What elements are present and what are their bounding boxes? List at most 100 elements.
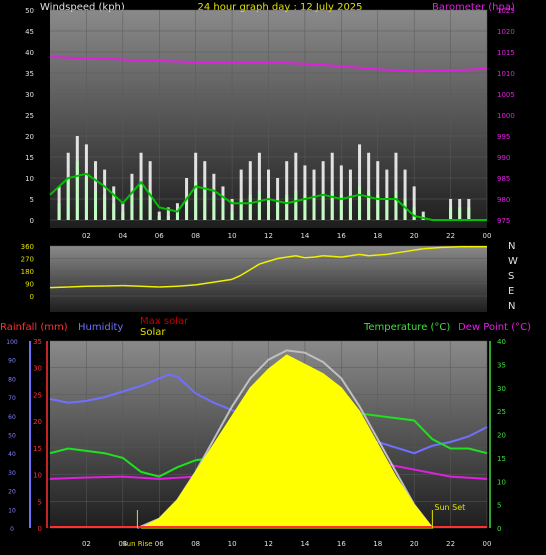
wind-x-tick-label: 22 <box>446 232 455 240</box>
wind-tick-label: 15 <box>25 154 34 162</box>
rain-tick-label: 30 <box>33 365 42 373</box>
direction-segment <box>249 263 260 271</box>
direction-segment <box>259 260 269 265</box>
direction-tick-label: 180 <box>21 268 34 276</box>
wind-tick-label: 40 <box>25 49 34 57</box>
temp-tick-label: 20 <box>497 432 506 440</box>
max-solar-label: Max solar <box>140 316 189 327</box>
direction-segment <box>404 249 415 253</box>
barometer-tick-label: 995 <box>497 133 510 141</box>
direction-tick-label: 0 <box>30 293 34 301</box>
rain-tick-label: 25 <box>33 391 42 399</box>
compass-label: E <box>508 286 514 297</box>
temp-x-tick-label: 20 <box>410 540 419 548</box>
temperature-label: Temperature (°C) <box>363 322 450 333</box>
direction-segment <box>332 255 342 258</box>
compass-label: S <box>508 271 514 282</box>
direction-segment <box>141 285 160 288</box>
direction-segment <box>423 247 433 250</box>
humidity-label: Humidity <box>78 322 123 333</box>
barometer-line <box>49 56 488 73</box>
direction-segment <box>295 254 306 259</box>
wind-x-tick-label: 18 <box>373 232 382 240</box>
temp-x-tick-label: 16 <box>337 540 346 548</box>
direction-segment <box>122 284 142 288</box>
direction-panel-bg <box>50 246 487 312</box>
rain-tick-label: 35 <box>33 338 42 346</box>
humidity-tick-label: 0 <box>10 526 14 533</box>
wind-axis-label: Windspeed (kph) <box>40 2 125 13</box>
humidity-tick-label: 100 <box>6 339 18 346</box>
direction-segment <box>268 257 278 262</box>
direction-segment <box>377 253 387 256</box>
temp-x-tick-label: 14 <box>300 540 309 548</box>
direction-segment <box>359 253 369 257</box>
direction-segment <box>240 268 251 276</box>
temp-x-tick-label: 06 <box>155 540 164 548</box>
wind-x-tick-label: 04 <box>118 232 127 240</box>
direction-segment <box>286 254 296 258</box>
direction-segment <box>341 254 351 258</box>
direction-segment <box>313 254 324 258</box>
wind-x-tick-label: 20 <box>410 232 419 240</box>
temp-x-tick-label: 12 <box>264 540 273 548</box>
wind-x-tick-label: 12 <box>264 232 273 240</box>
humidity-tick-label: 80 <box>8 376 16 383</box>
humidity-tick-label: 10 <box>8 507 16 514</box>
wind-tick-label: 30 <box>25 91 34 99</box>
barometer-tick-label: 1025 <box>497 7 515 15</box>
humidity-tick-label: 30 <box>8 470 16 477</box>
wind-x-tick-label: 06 <box>155 232 164 240</box>
solar-area <box>140 354 434 529</box>
barometer-tick-label: 1015 <box>497 49 515 57</box>
rain-tick-label: 5 <box>38 498 42 506</box>
compass-label: N <box>508 301 515 312</box>
direction-segment <box>177 284 196 288</box>
temp-tick-label: 35 <box>497 361 506 369</box>
direction-segment <box>277 256 287 260</box>
temp-x-tick-label: 00 <box>483 540 492 548</box>
wind-tick-label: 10 <box>25 175 34 183</box>
direction-segment <box>68 285 87 288</box>
barometer-axis-label: Barometer (hpa) <box>432 2 515 13</box>
rain-tick-label: 15 <box>33 445 42 453</box>
rain-tick-label: 0 <box>38 525 42 533</box>
direction-segment <box>159 285 178 288</box>
temp-tick-label: 30 <box>497 385 506 393</box>
barometer-tick-label: 1020 <box>497 28 515 36</box>
direction-segment <box>231 274 242 281</box>
temp-x-tick-label: 02 <box>82 540 91 548</box>
direction-segment <box>395 250 406 254</box>
wind-tick-label: 25 <box>25 112 34 120</box>
barometer-tick-label: 985 <box>497 175 510 183</box>
temp-tick-label: 25 <box>497 408 506 416</box>
wind-x-tick-label: 10 <box>228 232 237 240</box>
direction-tick-label: 270 <box>21 256 34 264</box>
direction-segment <box>213 278 233 283</box>
temp-tick-label: 15 <box>497 455 506 463</box>
direction-segment <box>350 253 360 257</box>
rainfall-label: Rainfall (mm) <box>0 322 68 333</box>
wind-tick-label: 5 <box>30 196 34 204</box>
wind-tick-label: 35 <box>25 70 34 78</box>
temp-x-tick-label: 22 <box>446 540 455 548</box>
direction-segment <box>432 246 442 249</box>
barometer-tick-label: 1000 <box>497 112 515 120</box>
compass-label: N <box>508 241 515 252</box>
direction-segment <box>368 254 378 257</box>
barometer-tick-label: 990 <box>497 154 510 162</box>
temp-x-tick-label: 08 <box>191 540 200 548</box>
direction-segment <box>49 286 69 289</box>
temp-tick-label: 0 <box>497 525 501 533</box>
wind-tick-label: 45 <box>25 28 34 36</box>
sunset-label: Sun Set <box>434 503 465 512</box>
barometer-tick-label: 1005 <box>497 91 515 99</box>
wind-x-tick-label: 08 <box>191 232 200 240</box>
humidity-tick-label: 60 <box>8 414 16 421</box>
rain-tick-label: 20 <box>33 418 42 426</box>
chart-title: 24 hour graph day : 12 July 2025 <box>197 2 362 13</box>
temp-x-tick-label: 18 <box>373 540 382 548</box>
solar-label: Solar <box>140 327 166 338</box>
wind-x-tick-label: 00 <box>483 232 492 240</box>
